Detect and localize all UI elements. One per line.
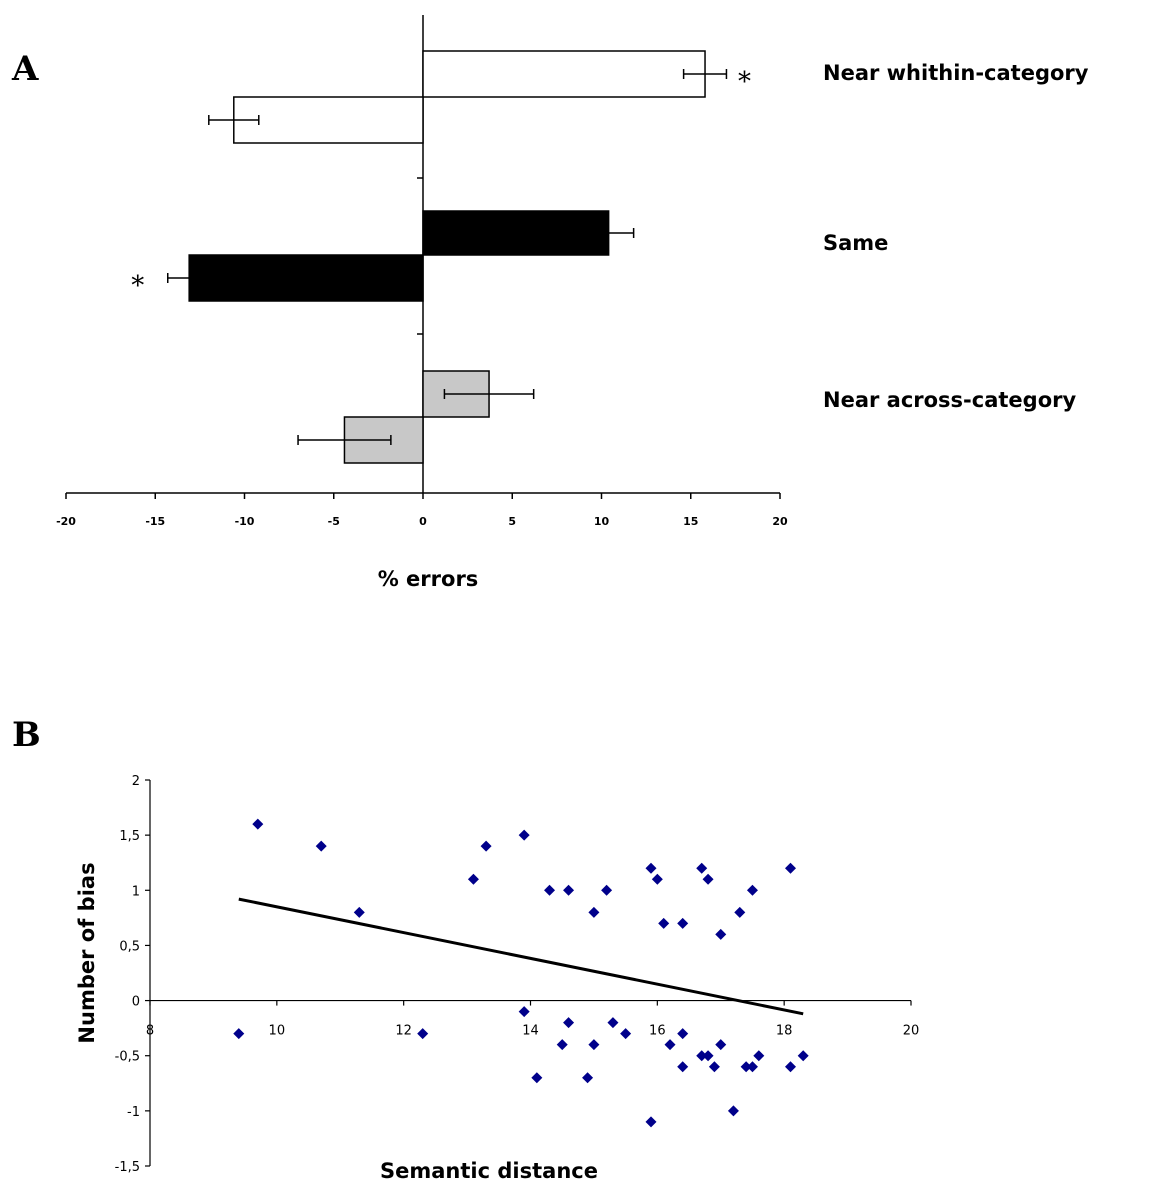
data-point (727, 1105, 739, 1117)
data-point (480, 840, 492, 852)
data-point (417, 1028, 429, 1040)
data-point (518, 829, 530, 841)
data-point (746, 884, 758, 896)
y-tick-label: 0,5 (119, 939, 140, 954)
x-tick-label: 16 (649, 1024, 666, 1039)
y-tick-label: 0 (132, 995, 140, 1010)
significance-marker: * (131, 271, 144, 301)
y-tick-label: 1,5 (119, 829, 140, 844)
data-point (467, 873, 479, 885)
data-point (252, 818, 264, 830)
data-point (740, 1061, 752, 1073)
panel-a-x-axis-title: % errors (378, 567, 479, 591)
data-point (620, 1028, 632, 1040)
x-tick-label: 12 (395, 1024, 412, 1039)
data-point (702, 873, 714, 885)
x-tick-label: 14 (522, 1024, 539, 1039)
data-point (233, 1028, 245, 1040)
data-point (677, 1028, 689, 1040)
data-point (645, 862, 657, 874)
category-label-near-across: Near across-category (823, 388, 1076, 412)
data-point (696, 862, 708, 874)
x-tick-label: -10 (235, 515, 255, 528)
x-tick-label: 20 (903, 1024, 920, 1039)
data-point (664, 1039, 676, 1051)
data-point (315, 840, 327, 852)
y-tick-label: 2 (132, 774, 140, 789)
category-label-near-within: Near whithin-category (823, 61, 1089, 85)
data-point (677, 917, 689, 929)
data-point (563, 1017, 575, 1029)
data-point (785, 1061, 797, 1073)
panel-b-y-axis-title: Number of bias (75, 862, 99, 1043)
x-tick-label: 10 (269, 1024, 286, 1039)
bar (233, 96, 424, 144)
data-point (785, 862, 797, 874)
x-tick-label: 8 (146, 1024, 154, 1039)
data-point (582, 1072, 594, 1084)
data-point (531, 1072, 543, 1084)
data-point (708, 1061, 720, 1073)
data-point (677, 1061, 689, 1073)
data-point (702, 1050, 714, 1062)
trendline (238, 897, 804, 1016)
y-tick-label: 1 (132, 884, 140, 899)
data-point (601, 884, 613, 896)
x-tick-label: 15 (683, 515, 698, 528)
data-point (588, 1039, 600, 1051)
panel-b-label: B (12, 715, 41, 755)
panel-b-x-axis-title: Semantic distance (380, 1159, 598, 1182)
y-tick-label: -1 (127, 1105, 140, 1120)
data-point (715, 928, 727, 940)
x-tick-label: -5 (328, 515, 340, 528)
data-point (645, 1116, 657, 1128)
data-point (734, 906, 746, 918)
bar (188, 254, 424, 302)
data-point (588, 906, 600, 918)
category-label-same: Same (823, 231, 888, 255)
x-tick-label: 10 (594, 515, 610, 528)
x-tick-label: -20 (56, 515, 76, 528)
panel-a-plot: -20 -15 -10 -5 0 5 10 15 20 * * (56, 15, 788, 528)
data-point (746, 1061, 758, 1073)
x-tick-label: 20 (772, 515, 788, 528)
significance-marker: * (738, 67, 751, 97)
data-point (753, 1050, 765, 1062)
data-point (658, 917, 670, 929)
x-tick-label: 5 (508, 515, 516, 528)
data-point (556, 1039, 568, 1051)
x-tick-label: 18 (776, 1024, 793, 1039)
y-tick-label: -0,5 (115, 1050, 140, 1065)
data-point (696, 1050, 708, 1062)
bar (422, 210, 610, 256)
data-point (607, 1017, 619, 1029)
x-tick-label: 0 (419, 515, 427, 528)
panel-b-plot: 2 1,5 1 0,5 0 -0,5 -1 -1,5 8 10 12 14 16 18 20 (115, 774, 920, 1175)
data-point (715, 1039, 727, 1051)
y-tick-label: -1,5 (115, 1160, 140, 1175)
x-tick-label: -15 (145, 515, 165, 528)
data-point (797, 1050, 809, 1062)
data-point (544, 884, 556, 896)
data-point (651, 873, 663, 885)
bar (422, 50, 706, 98)
data-point (518, 1006, 530, 1018)
data-point (563, 884, 575, 896)
panel-a-label: A (11, 49, 39, 89)
data-point (353, 906, 365, 918)
